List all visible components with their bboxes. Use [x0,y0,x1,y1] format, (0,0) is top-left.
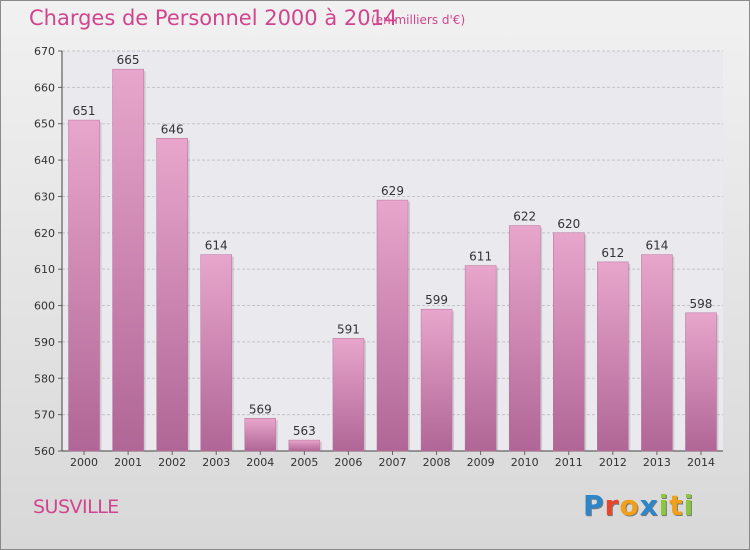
logo-letter: i [683,489,695,522]
x-tick-label: 2014 [687,456,715,469]
x-tick-label: 2003 [202,456,230,469]
y-tick-label: 650 [34,118,55,131]
logo-letter: P [583,489,605,522]
bar-group [112,68,146,452]
logo-letter: t [669,489,684,522]
bar-value-label: 651 [73,104,96,118]
bar [112,68,144,452]
bar-group [244,418,278,452]
x-tick-label: 2011 [555,456,583,469]
x-tick-label: 2008 [423,456,451,469]
bar [332,338,365,452]
bar-group [288,439,322,452]
logo-letter: o [619,489,640,522]
bar-group [685,312,719,452]
bar-group [156,138,190,452]
bar-group [68,119,102,452]
x-tick-label: 2004 [246,456,274,469]
x-tick-label: 2000 [70,456,98,469]
bar-group [508,225,543,452]
y-tick-label: 570 [34,409,55,422]
bar-group [464,265,499,452]
y-tick-label: 620 [34,227,55,240]
chart-subtitle: (en milliers d'€) [371,13,466,27]
bar-value-label: 591 [337,322,360,336]
x-tick-label: 2013 [643,456,671,469]
y-tick-label: 670 [34,45,55,58]
bar-value-label: 599 [425,293,448,307]
logo-letter: i [658,489,670,522]
bar [156,138,188,452]
bar [685,312,717,452]
y-tick-label: 600 [34,300,55,313]
bar [288,439,321,452]
x-tick-label: 2002 [158,456,186,469]
bar-group [641,254,675,452]
x-tick-label: 2009 [467,456,495,469]
bar-value-label: 629 [381,184,404,198]
bar-group [597,261,631,452]
bar-value-label: 614 [205,239,228,253]
bar-group [200,254,234,452]
y-tick-label: 640 [34,154,55,167]
bar [508,225,541,452]
chart-title: Charges de Personnel 2000 à 2014 [29,6,398,30]
bar [68,119,100,452]
logo-letter: r [604,489,620,522]
bar-value-label: 622 [513,210,536,224]
y-tick-label: 590 [34,336,55,349]
bar-value-label: 563 [293,424,316,438]
bar-value-label: 620 [557,217,580,231]
bar-group [376,199,410,452]
bar-value-label: 611 [469,250,492,264]
bar [464,265,497,452]
bar [597,261,629,452]
bar-group [553,232,587,452]
bar-group [332,338,366,452]
bar [376,199,409,452]
x-tick-label: 2007 [379,456,407,469]
bar-value-label: 614 [645,239,668,253]
bar [200,254,232,452]
x-tick-label: 2010 [511,456,539,469]
bar [553,232,585,452]
bar-group [420,308,455,452]
bar [420,308,453,452]
x-tick-label: 2001 [114,456,142,469]
bar-value-label: 646 [161,122,184,136]
y-tick-label: 660 [34,81,55,94]
y-tick-label: 630 [34,190,55,203]
bar-value-label: 598 [690,297,713,311]
commune-name: SUSVILLE [33,496,119,518]
logo-letter: x [639,489,659,522]
y-tick-label: 560 [34,445,55,458]
bar [244,418,277,452]
x-tick-label: 2006 [334,456,362,469]
x-tick-label: 2012 [599,456,627,469]
bar [641,254,673,452]
y-tick-label: 610 [34,263,55,276]
x-tick-label: 2005 [290,456,318,469]
proxiti-logo: Proxiti [583,489,694,522]
bar-value-label: 665 [117,53,140,67]
bar-value-label: 612 [601,246,624,260]
y-tick-label: 580 [34,372,55,385]
bar-value-label: 569 [249,402,272,416]
